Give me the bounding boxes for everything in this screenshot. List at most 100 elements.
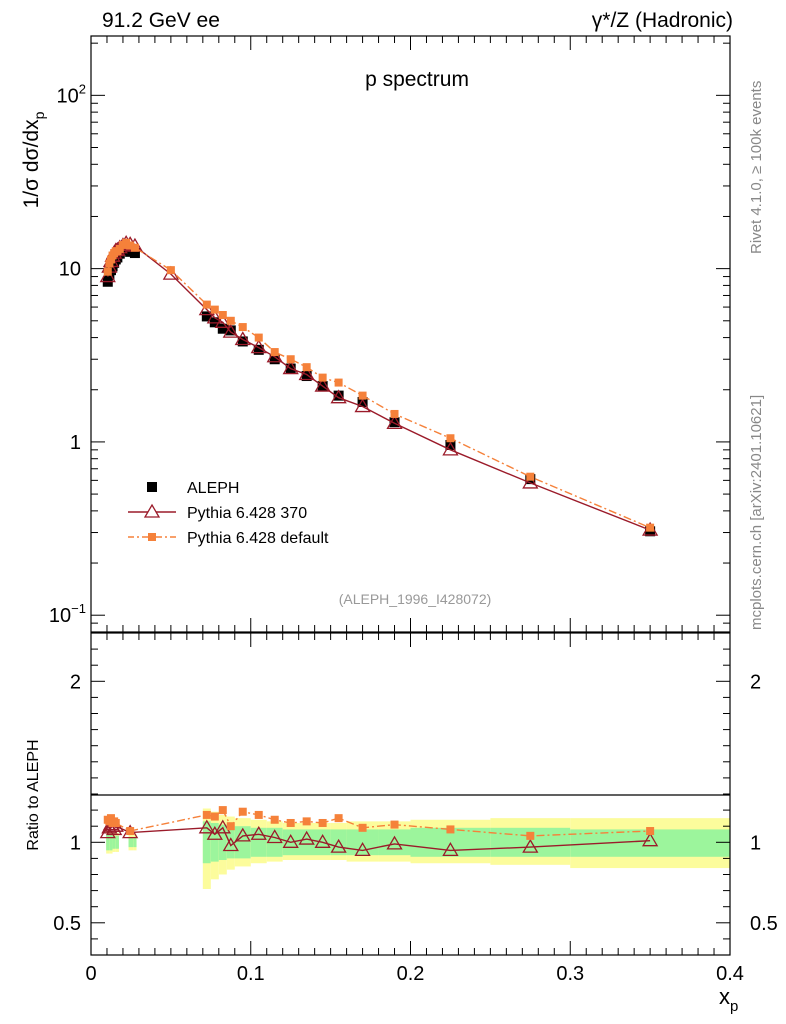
pythia-default-ratio-point	[286, 818, 295, 827]
aleph-point	[301, 371, 312, 382]
aleph-point	[357, 396, 368, 407]
pythia-default-ratio-point	[646, 827, 655, 836]
pythia370-ratio-point	[522, 838, 539, 853]
legend-marker	[147, 482, 157, 492]
legend-marker	[143, 503, 161, 518]
y-tick-label: 10−1	[49, 601, 86, 627]
analysis-watermark: (ALEPH_1996_I428072)	[339, 591, 492, 607]
aleph-point	[269, 354, 280, 365]
pythia370-ratio-point	[250, 825, 267, 840]
x-tick-label: 0.3	[556, 963, 584, 985]
pythia-default-ratio-point	[210, 812, 219, 821]
pythia-default-point	[126, 241, 135, 250]
series-pythia_default	[103, 238, 655, 532]
pythia370-point	[298, 366, 315, 381]
y-tick-exponent: −1	[71, 601, 86, 616]
pythia-default-point	[318, 373, 327, 382]
pythia-default-point	[358, 391, 367, 400]
aleph-point	[237, 336, 248, 347]
uncertainty-band-inner	[133, 837, 137, 848]
pythia-default-point	[210, 305, 219, 314]
pythia370-point	[234, 331, 251, 346]
pythia-default-point	[446, 434, 455, 443]
pythia370-ratio-point	[266, 829, 283, 844]
pythia-default-point	[226, 316, 235, 325]
pythia-default-ratio-point	[358, 823, 367, 832]
y-tick-base: 1	[70, 432, 81, 454]
legend-label: Pythia 6.428 default	[187, 530, 329, 547]
y-tick-base: 10	[49, 605, 71, 627]
x-tick-label: 0	[85, 963, 96, 985]
header-right-label: γ*/Z (Hadronic)	[592, 9, 733, 32]
pythia370-point	[354, 398, 371, 413]
pythia370-point	[314, 377, 331, 392]
uncertainty-band-inner	[330, 829, 347, 856]
pythia370-point	[282, 360, 299, 375]
series-pythia370	[99, 235, 659, 536]
pythia-default-point	[166, 266, 175, 275]
pythia-default-ratio-point	[318, 818, 327, 827]
uncertainty-band-inner	[218, 824, 227, 861]
pythia-default-ratio-point	[126, 827, 135, 836]
aleph-point	[225, 325, 236, 336]
aleph-point	[333, 390, 344, 401]
main-panel-series	[99, 235, 659, 537]
y-axis-title-text: 1/σ dσ/dx	[20, 119, 43, 208]
legend-item-pythia_default: Pythia 6.428 default	[128, 530, 329, 547]
ratio-panel: 0 0.1 0.2 0.3 0.4 2 1 0.5 2 1 0.5 Ratio to ALEPH	[25, 632, 778, 985]
legend-item-pythia370: Pythia 6.428 370	[128, 503, 307, 522]
x-axis-title-sub: p	[730, 998, 738, 1015]
uncertainty-band-inner	[115, 835, 119, 849]
legend: ALEPH Pythia 6.428 370 Pythia 6.428 defaul…	[128, 480, 329, 547]
pythia-default-ratio-point	[226, 822, 235, 831]
pythia370-ratio-point	[330, 838, 347, 853]
ratio-y-tick-label-left: 1	[70, 832, 81, 854]
pythia-default-ratio-point	[202, 810, 211, 819]
pythia-default-point	[390, 409, 399, 418]
pythia370-point	[250, 339, 267, 354]
pythia-default-point	[105, 259, 114, 268]
x-axis-title-text: x	[719, 984, 730, 1009]
ratio-bands	[106, 808, 730, 889]
pythia370-ratio-point	[442, 842, 459, 856]
ratio-panel-series	[99, 806, 659, 856]
pythia-default-ratio-point	[270, 815, 279, 824]
pythia-default-point	[286, 355, 295, 364]
pythia-default-ratio-point	[218, 806, 227, 815]
pythia370-ratio-point	[234, 827, 251, 842]
pythia370-point	[522, 474, 539, 489]
pythia370-ratio-point	[298, 830, 315, 845]
x-tick-label: 0.1	[237, 963, 265, 985]
pythia-default-point	[334, 378, 343, 387]
y-tick-label: 102	[57, 81, 86, 107]
ratio-y-tick-label-right: 0.5	[750, 913, 778, 935]
y-tick-label: 1	[70, 432, 81, 454]
pythia-default-ratio-point	[390, 820, 399, 829]
pythia-default-ratio-point	[111, 818, 120, 827]
ratio-y-tick-label-left: 0.5	[53, 913, 81, 935]
ratio-y-axis-title: Ratio to ALEPH	[25, 739, 42, 850]
uncertainty-band-inner	[106, 834, 110, 851]
y-axis-title-sub: p	[31, 111, 47, 119]
legend-label: ALEPH	[187, 480, 239, 497]
pythia370-point	[222, 323, 239, 338]
pythia-default-ratio-point	[254, 810, 263, 819]
pythia370-ratio-point	[386, 835, 403, 850]
pythia370-point	[198, 301, 215, 316]
pythia370-point	[214, 314, 231, 328]
uncertainty-band-inner	[109, 834, 113, 851]
uncertainty-band-inner	[210, 822, 219, 862]
y-tick-label: 10	[59, 259, 81, 281]
ratio-panel-ticks: 0 0.1 0.2 0.3 0.4 2 1 0.5 2 1 0.5	[53, 633, 778, 985]
pythia-default-ratio-point	[334, 814, 343, 823]
pythia-default-point	[254, 333, 263, 342]
uncertainty-band-inner	[234, 826, 251, 859]
uncertainty-band-inner	[378, 829, 411, 856]
aleph-point	[253, 344, 264, 355]
pythia370-point	[442, 441, 459, 456]
svg-text:1/σ dσ/dxp: 1/σ dσ/dxp	[20, 111, 47, 208]
pythia-default-point	[130, 243, 139, 252]
pythia-default-point	[270, 348, 279, 357]
